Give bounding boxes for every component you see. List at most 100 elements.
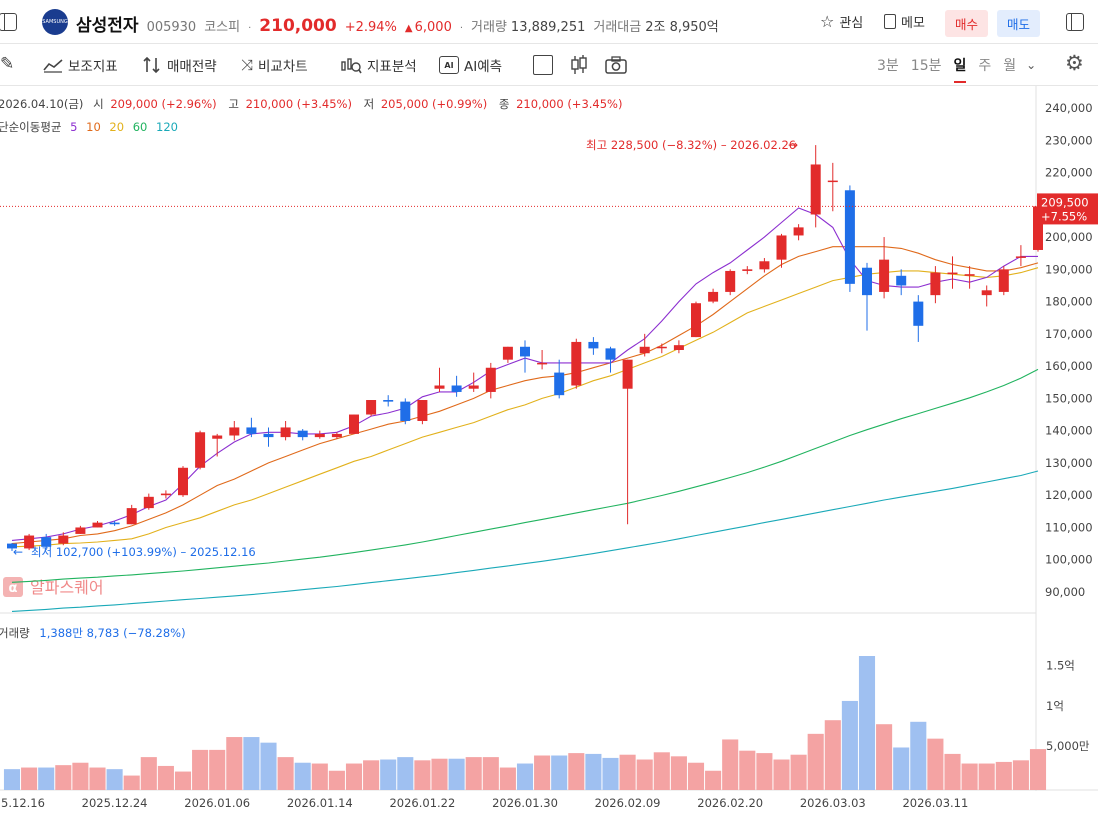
price-tick-label: 170,000 xyxy=(1045,327,1093,341)
candle-down[interactable] xyxy=(400,398,411,425)
candle-up[interactable] xyxy=(143,493,154,510)
candle-type-icon[interactable] xyxy=(569,54,589,76)
period-3min[interactable]: 3분 xyxy=(877,58,899,74)
candle-down[interactable] xyxy=(844,185,855,292)
sell-button[interactable]: 매도 xyxy=(997,10,1041,37)
panel-toggle-icon[interactable] xyxy=(1066,13,1084,31)
candle-body xyxy=(964,274,975,276)
stock-chart[interactable]: α 알파스퀘어 1.5억 1억 5,000만 240,000 230,000 220,0… xyxy=(0,86,1098,817)
period-week[interactable]: 주 xyxy=(978,58,992,74)
candle-up[interactable] xyxy=(58,532,69,546)
ma-legend[interactable]: 단순이동평균 5 10 20 60 120 xyxy=(0,120,178,134)
candle-up[interactable] xyxy=(793,224,804,241)
checkbox-icon[interactable] xyxy=(533,55,553,75)
candle-body xyxy=(143,496,154,509)
candle-up[interactable] xyxy=(879,237,890,299)
candle-down[interactable] xyxy=(520,340,530,373)
volume-bar xyxy=(21,767,38,790)
candle-down[interactable] xyxy=(451,375,462,397)
candle-up[interactable] xyxy=(24,533,35,551)
candle-up[interactable] xyxy=(622,359,633,525)
watch-button[interactable]: ☆ 관심 xyxy=(820,12,863,31)
strategy-button[interactable]: 매매전략 xyxy=(142,55,217,75)
candle-up[interactable] xyxy=(827,162,838,212)
chevron-down-icon[interactable]: ⌄ xyxy=(1026,58,1037,72)
compare-button[interactable]: ⤨ 비교차트 xyxy=(241,55,308,75)
candle-up[interactable] xyxy=(930,266,941,304)
candle-up[interactable] xyxy=(75,525,86,534)
candle-up[interactable] xyxy=(810,145,821,228)
volume-bar xyxy=(3,769,21,790)
volume-bar xyxy=(876,724,893,790)
candle-up[interactable] xyxy=(673,340,684,354)
price-tick-label: 130,000 xyxy=(1045,456,1093,470)
candle-up[interactable] xyxy=(998,266,1009,296)
candle-down[interactable] xyxy=(246,417,257,438)
candle-up[interactable] xyxy=(502,346,513,363)
candle-up[interactable] xyxy=(92,521,103,528)
buy-button[interactable]: 매수 xyxy=(945,10,989,37)
memo-button[interactable]: 메모 xyxy=(884,12,925,31)
candle-body xyxy=(605,348,616,360)
candle-up[interactable] xyxy=(434,367,445,392)
candle-up[interactable] xyxy=(178,466,188,497)
pen-icon[interactable]: ✎ xyxy=(0,54,15,74)
candle-up[interactable] xyxy=(468,372,479,392)
candle-up[interactable] xyxy=(417,400,428,425)
candle-down[interactable] xyxy=(109,521,120,526)
candle-body xyxy=(639,346,650,354)
candle-up[interactable] xyxy=(160,490,171,499)
candle-up[interactable] xyxy=(691,301,701,338)
candle-up[interactable] xyxy=(776,233,787,268)
candle-up[interactable] xyxy=(742,266,753,275)
candle-down[interactable] xyxy=(263,427,274,447)
camera-icon[interactable] xyxy=(605,55,627,75)
candle-up[interactable] xyxy=(349,414,359,434)
sidebar-toggle-icon[interactable] xyxy=(0,13,17,31)
candle-body xyxy=(622,359,633,389)
candle-up[interactable] xyxy=(537,350,548,370)
candle-up[interactable] xyxy=(229,420,240,441)
candle-body xyxy=(229,427,240,436)
candle-up[interactable] xyxy=(280,420,291,441)
candle-up[interactable] xyxy=(126,504,137,525)
candle-up[interactable] xyxy=(366,400,377,417)
candle-up[interactable] xyxy=(1015,245,1026,267)
candle-down[interactable] xyxy=(297,429,308,441)
candle-up[interactable] xyxy=(981,285,992,307)
ma-legend-20: 20 xyxy=(109,120,124,134)
candle-up[interactable] xyxy=(725,269,736,296)
candle-up[interactable] xyxy=(639,333,650,357)
candle-down[interactable] xyxy=(913,295,924,342)
ai-predict-button[interactable]: AI AI예측 xyxy=(439,55,502,75)
candle-up[interactable] xyxy=(314,430,325,439)
gear-icon[interactable]: ⚙ xyxy=(1065,51,1084,75)
period-month[interactable]: 월 xyxy=(1003,58,1017,74)
analysis-button[interactable]: 지표분석 xyxy=(340,55,417,75)
candle-up[interactable] xyxy=(964,266,975,289)
candle-down[interactable] xyxy=(41,533,52,551)
candle-up[interactable] xyxy=(947,256,958,289)
candle-down[interactable] xyxy=(862,262,872,331)
period-day[interactable]: 일 xyxy=(953,55,967,83)
candle-down[interactable] xyxy=(7,542,17,552)
candle-down[interactable] xyxy=(554,359,565,399)
candle-up[interactable] xyxy=(485,362,496,399)
candle-down[interactable] xyxy=(588,337,599,355)
volume-bar xyxy=(328,770,345,790)
candle-up[interactable] xyxy=(331,432,342,439)
candle-down[interactable] xyxy=(383,395,394,407)
svg-text:2026.04.10(금) 시 20: 2026.04.10(금) 시 209,000 (+2.96%) 고 210,0… xyxy=(0,97,622,111)
candle-up[interactable] xyxy=(759,258,770,273)
candle-up[interactable] xyxy=(195,430,206,470)
candle-up[interactable] xyxy=(212,433,223,457)
change-amount: 6,000 xyxy=(414,20,452,35)
period-15min[interactable]: 15분 xyxy=(910,58,942,74)
candle-down[interactable] xyxy=(896,269,907,296)
candle-body xyxy=(417,400,428,421)
candle-up[interactable] xyxy=(571,338,582,389)
candle-up[interactable] xyxy=(708,288,719,304)
indicator-button[interactable]: 보조지표 xyxy=(43,55,118,75)
candle-down[interactable] xyxy=(605,346,616,373)
candle-up[interactable] xyxy=(656,343,667,354)
